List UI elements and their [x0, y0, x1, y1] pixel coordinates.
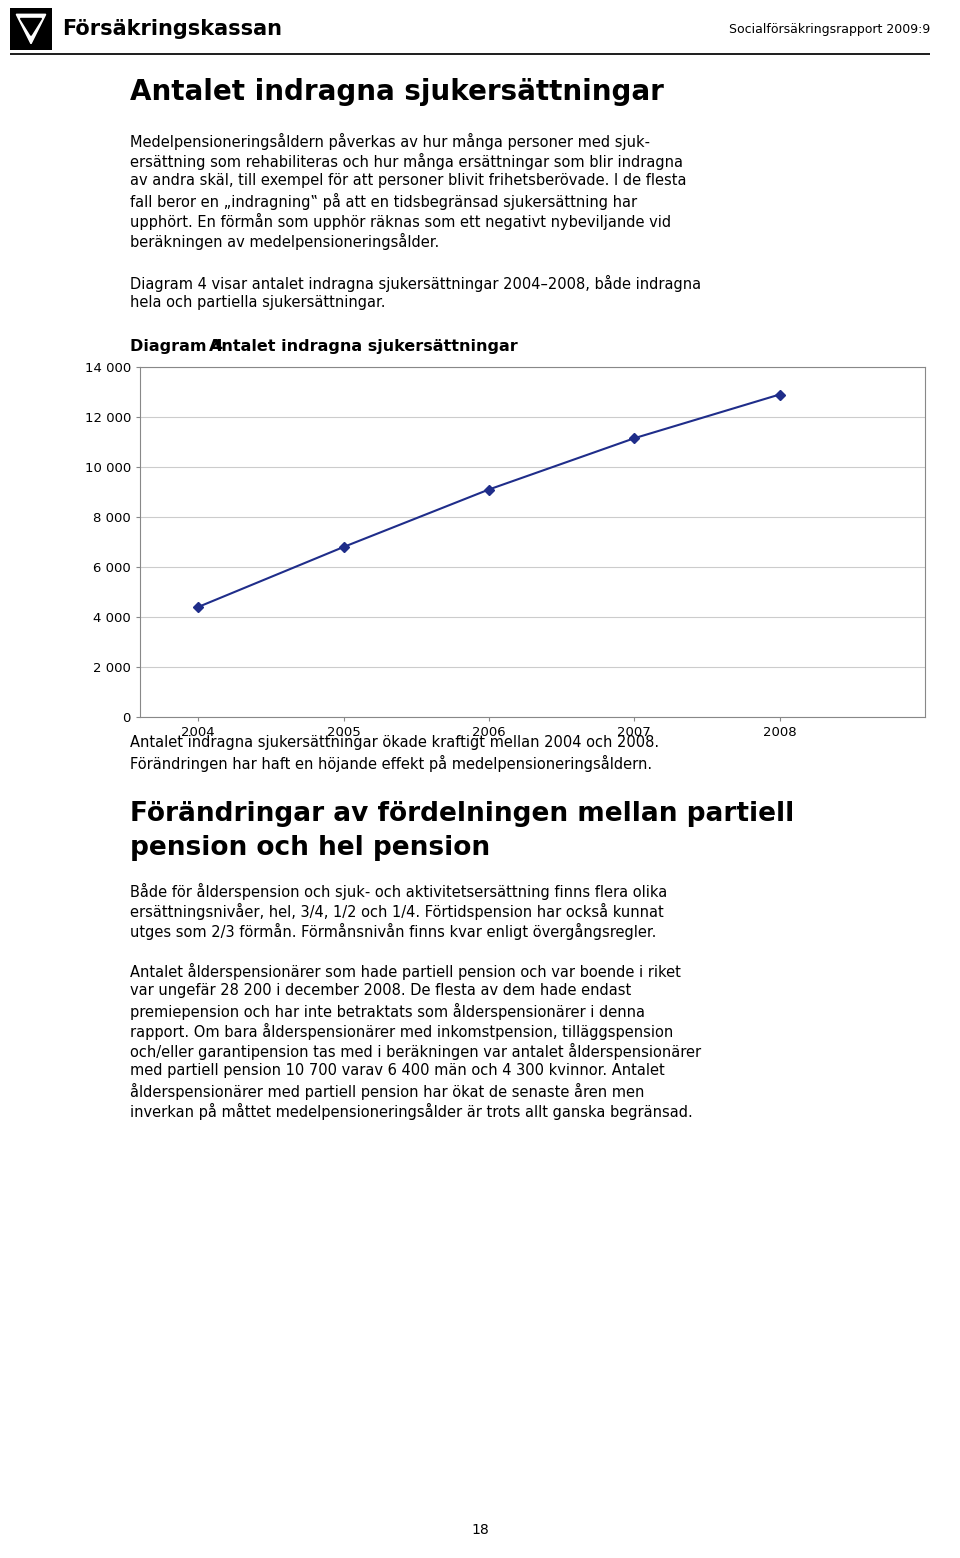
Text: beräkningen av medelpensioneringsålder.: beräkningen av medelpensioneringsålder.	[130, 234, 440, 249]
Text: Diagram 4 visar antalet indragna sjukersättningar 2004–2008, både indragna: Diagram 4 visar antalet indragna sjukers…	[130, 276, 701, 291]
Text: Socialförsäkringsrapport 2009:9: Socialförsäkringsrapport 2009:9	[729, 22, 930, 36]
Text: ersättningsnivåer, hel, 3/4, 1/2 och 1/4. Förtidspension har också kunnat: ersättningsnivåer, hel, 3/4, 1/2 och 1/4…	[130, 904, 663, 921]
Text: utges som 2/3 förmån. Förmånsnivån finns kvar enligt övergångsregler.: utges som 2/3 förmån. Förmånsnivån finns…	[130, 922, 657, 939]
Text: med partiell pension 10 700 varav 6 400 män och 4 300 kvinnor. Antalet: med partiell pension 10 700 varav 6 400 …	[130, 1063, 664, 1078]
Text: pension och hel pension: pension och hel pension	[130, 835, 491, 862]
Text: Diagram 4: Diagram 4	[130, 340, 224, 354]
Text: Försäkringskassan: Försäkringskassan	[62, 19, 282, 39]
Text: av andra skäl, till exempel för att personer blivit frihetsberövade. I de flesta: av andra skäl, till exempel för att pers…	[130, 173, 686, 189]
Text: Förändringar av fördelningen mellan partiell: Förändringar av fördelningen mellan part…	[130, 801, 794, 827]
Text: inverkan på måttet medelpensioneringsålder är trots allt ganska begränsad.: inverkan på måttet medelpensioneringsåld…	[130, 1103, 693, 1120]
Text: premiepension och har inte betraktats som ålderspensionärer i denna: premiepension och har inte betraktats so…	[130, 1003, 645, 1020]
Text: Medelpensioneringsåldern påverkas av hur många personer med sjuk-: Medelpensioneringsåldern påverkas av hur…	[130, 132, 650, 150]
Text: var ungefär 28 200 i december 2008. De flesta av dem hade endast: var ungefär 28 200 i december 2008. De f…	[130, 983, 632, 999]
Text: Både för ålderspension och sjuk- och aktivitetsersättning finns flera olika: Både för ålderspension och sjuk- och akt…	[130, 883, 667, 901]
Text: 18: 18	[471, 1524, 489, 1538]
Text: Antalet indragna sjukersättningar: Antalet indragna sjukersättningar	[130, 78, 664, 106]
Text: ersättning som rehabiliteras och hur många ersättningar som blir indragna: ersättning som rehabiliteras och hur mån…	[130, 153, 683, 170]
Text: Antalet indragna sjukersättningar: Antalet indragna sjukersättningar	[208, 340, 517, 354]
Text: rapport. Om bara ålderspensionärer med inkomstpension, tilläggspension: rapport. Om bara ålderspensionärer med i…	[130, 1024, 673, 1041]
Text: hela och partiella sjukersättningar.: hela och partiella sjukersättningar.	[130, 294, 386, 310]
Polygon shape	[20, 19, 41, 36]
Text: Förändringen har haft en höjande effekt på medelpensioneringsåldern.: Förändringen har haft en höjande effekt …	[130, 756, 652, 773]
Polygon shape	[16, 14, 46, 44]
Text: Antalet indragna sjukersättningar ökade kraftigt mellan 2004 och 2008.: Antalet indragna sjukersättningar ökade …	[130, 735, 660, 749]
Text: ålderspensionärer med partiell pension har ökat de senaste åren men: ålderspensionärer med partiell pension h…	[130, 1083, 644, 1100]
Text: och/eller garantipension tas med i beräkningen var antalet ålderspensionärer: och/eller garantipension tas med i beräk…	[130, 1042, 701, 1059]
Text: fall beror en „indragning‟ på att en tidsbegränsad sjukersättning har: fall beror en „indragning‟ på att en tid…	[130, 193, 637, 210]
Text: Antalet ålderspensionärer som hade partiell pension och var boende i riket: Antalet ålderspensionärer som hade parti…	[130, 963, 681, 980]
Text: upphört. En förmån som upphör räknas som ett negativt nybeviljande vid: upphört. En förmån som upphör räknas som…	[130, 213, 671, 231]
